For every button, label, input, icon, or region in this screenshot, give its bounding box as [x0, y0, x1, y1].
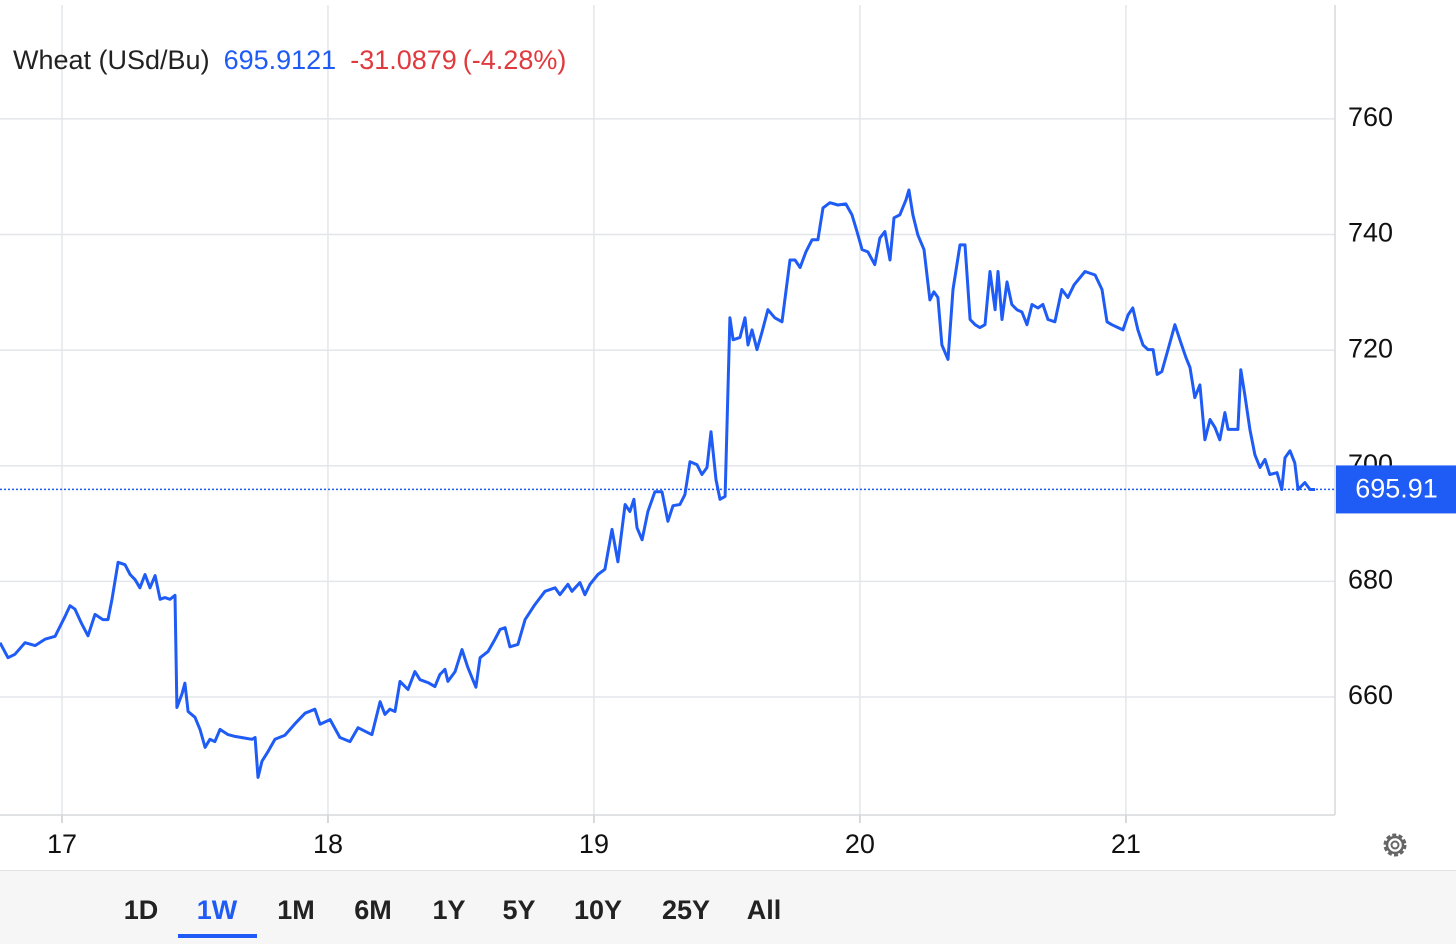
range-button[interactable]: 1Y — [432, 895, 466, 925]
price-line — [0, 188, 1316, 779]
instrument-title: Wheat (USd/Bu) — [13, 45, 210, 75]
settings-icon-hole — [1390, 840, 1400, 850]
selected-underline — [178, 934, 257, 938]
range-button[interactable]: 1W — [196, 895, 238, 925]
settings-icon-ring — [1385, 835, 1405, 855]
range-button[interactable]: All — [746, 895, 782, 925]
x-tick-label: 20 — [845, 829, 875, 859]
settings-icon-ring — [1383, 833, 1407, 857]
y-tick-label: 760 — [1348, 102, 1393, 132]
y-tick-label: 680 — [1348, 565, 1393, 595]
y-tick-label: 740 — [1348, 218, 1393, 248]
y-tick-label: 720 — [1348, 333, 1393, 363]
range-button[interactable]: 25Y — [661, 895, 711, 925]
x-tick-label: 17 — [47, 829, 77, 859]
range-button[interactable]: 6M — [354, 895, 392, 925]
last-price: 695.9121 — [223, 45, 337, 75]
range-button[interactable]: 5Y — [502, 895, 536, 925]
range-button[interactable]: 1M — [277, 895, 315, 925]
x-tick-label: 18 — [313, 829, 343, 859]
range-button[interactable]: 10Y — [573, 895, 623, 925]
last-price-badge — [1336, 465, 1456, 514]
price-change-pct: (-4.28%) — [462, 45, 567, 75]
last-price-label: 695.91 — [1355, 474, 1438, 504]
header: Wheat (USd/Bu) 695.9121 -31.0879 (-4.28%) — [13, 45, 580, 76]
y-tick-label: 660 — [1348, 680, 1393, 710]
range-bar: 1D 1W 1M 6M 1Y 5Y 10Y 25Y All — [0, 870, 1456, 944]
x-tick-label: 19 — [579, 829, 609, 859]
range-button[interactable]: 1D — [123, 895, 159, 925]
settings-icon[interactable] — [1383, 833, 1407, 857]
x-tick-label: 21 — [1111, 829, 1141, 859]
price-change: -31.0879 — [350, 45, 457, 75]
